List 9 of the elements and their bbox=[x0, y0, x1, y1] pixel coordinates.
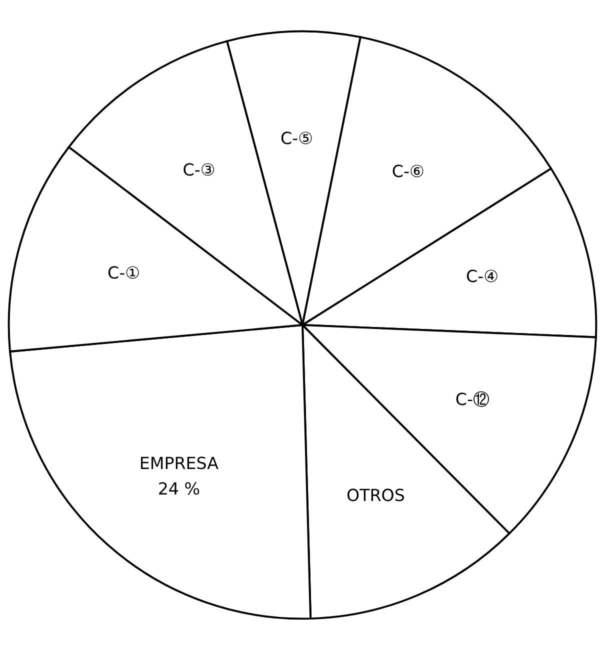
slice-label: EMPRESA bbox=[139, 454, 220, 473]
slice-label: C-⑫ bbox=[455, 390, 490, 409]
data-label: 24 % bbox=[158, 479, 200, 498]
slice-label: C-③ bbox=[182, 160, 216, 180]
slice-label: C-④ bbox=[466, 267, 499, 286]
slice-label: C-⑥ bbox=[392, 162, 424, 181]
slice-label: C-① bbox=[108, 263, 140, 282]
slice-label: OTROS bbox=[346, 486, 405, 505]
slice-label: C-⑤ bbox=[280, 128, 314, 148]
